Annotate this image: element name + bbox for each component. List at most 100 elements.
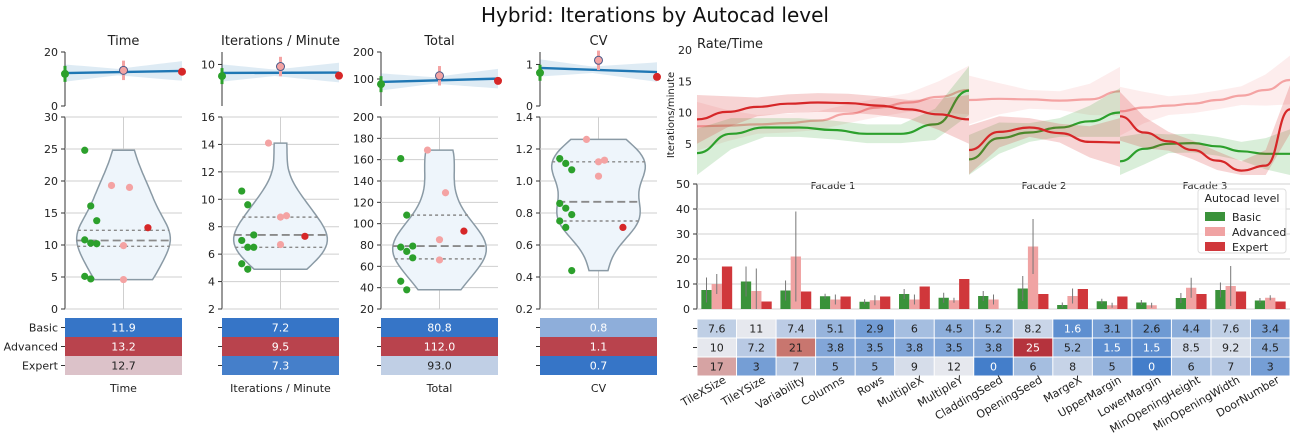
summary-cell [65, 337, 182, 356]
point-basic [562, 159, 570, 167]
heat-cell [934, 338, 974, 357]
point-advanced [264, 139, 273, 147]
point-basic [250, 231, 258, 239]
point-advanced [276, 240, 285, 249]
point-basic [568, 166, 576, 174]
heat-cell-value: 6 [1030, 361, 1037, 374]
point-basic [93, 217, 101, 225]
heat-cell-value: 11 [749, 323, 763, 336]
bar-expert [1275, 301, 1286, 309]
heat-cell [697, 319, 737, 338]
trend-point-advanced [276, 62, 285, 72]
point-advanced [282, 212, 291, 220]
bar-basic [938, 297, 949, 309]
point-basic [81, 146, 89, 154]
point-basic [568, 211, 576, 219]
trend-tick-label: 0 [526, 100, 533, 113]
trend-point-expert [494, 76, 502, 85]
bar-expert [919, 286, 930, 309]
heat-cell-value: 3.1 [1103, 323, 1121, 336]
point-basic [244, 243, 252, 251]
trend-point-basic [377, 80, 385, 89]
point-basic [397, 243, 405, 251]
heat-cell [974, 357, 1013, 376]
violin-tick-label: 160 [353, 154, 374, 167]
trend-tick-label: 0 [51, 100, 58, 113]
violin-tick-label: 0 [51, 303, 58, 316]
heat-cell-value: 7.6 [1222, 323, 1240, 336]
summary-cell [65, 356, 182, 375]
point-advanced [600, 156, 609, 164]
heat-cell [697, 338, 737, 357]
heat-cell-value: 0 [1148, 361, 1155, 374]
panel-title: Time [107, 34, 140, 49]
heat-cell-value: 3.8 [827, 342, 845, 355]
point-basic [87, 202, 95, 210]
heat-cell [737, 319, 776, 338]
heat-cell-value: 3.8 [985, 342, 1003, 355]
heat-cell-value: 7.2 [748, 342, 766, 355]
bar-expert [721, 266, 733, 309]
heat-cell [816, 338, 855, 357]
point-advanced [435, 256, 444, 264]
heat-cell [1211, 319, 1250, 338]
bar-tick-label: 40 [676, 203, 690, 216]
summary-cell-value: 7.2 [272, 322, 290, 335]
point-advanced [107, 181, 116, 190]
bar-expert [1235, 291, 1247, 309]
point-advanced [276, 213, 285, 221]
point-basic [238, 187, 246, 195]
heat-cell [1013, 319, 1053, 338]
violin-tick-label: 1.0 [516, 175, 534, 188]
point-basic [87, 275, 95, 283]
category-label: TileXSize [678, 373, 728, 410]
heat-cell [934, 319, 974, 338]
heat-cell-value: 9.2 [1222, 342, 1240, 355]
point-expert [144, 224, 152, 232]
violin-tick-label: 0.6 [516, 239, 534, 252]
heat-cell-value: 6 [1188, 361, 1195, 374]
heat-cell [1211, 357, 1250, 376]
point-advanced [423, 146, 432, 154]
point-basic [81, 236, 89, 244]
heat-cell [1250, 357, 1290, 376]
summary-cell-value: 112.0 [424, 341, 456, 354]
point-basic [403, 211, 411, 219]
heat-cell [895, 319, 934, 338]
point-basic [409, 254, 417, 262]
bar-tick-label: 10 [676, 278, 690, 291]
heat-cell [816, 319, 855, 338]
rate-time-facet-plot: Rate/Time Iterations/minute 5 10 15 20 Facade … [666, 37, 1291, 192]
heat-cell-value: 6 [911, 323, 918, 336]
heat-cell [776, 357, 816, 376]
violin-tick-label: 40 [360, 282, 374, 295]
heat-cell [1211, 338, 1250, 357]
facet-label: Facade 3 [1183, 181, 1228, 192]
bar-advanced [711, 284, 722, 309]
heat-cell [974, 338, 1013, 357]
summary-cell-value: 12.7 [111, 360, 136, 373]
point-advanced [594, 158, 603, 166]
facet-line-advanced [1119, 78, 1291, 113]
violin-tick-label: 25 [44, 143, 58, 156]
summary-row-label: Advanced [4, 341, 58, 354]
point-basic [397, 155, 405, 163]
panel-x-label: Time [109, 382, 137, 395]
heat-cell [895, 338, 934, 357]
heat-cell-value: 12 [947, 361, 961, 374]
facet-tick-label: 5 [685, 138, 692, 151]
trend-point-advanced [594, 55, 603, 65]
heat-cell-value: 21 [789, 342, 803, 355]
heat-cell [1092, 357, 1132, 376]
heat-cell-value: 4.5 [1261, 342, 1279, 355]
heat-cell [1092, 319, 1132, 338]
facet-band-expert [1120, 85, 1290, 175]
heat-cell [737, 338, 776, 357]
point-advanced [594, 172, 603, 180]
summary-cell-value: 7.3 [272, 360, 290, 373]
bar-expert [1038, 294, 1049, 309]
point-advanced [125, 183, 134, 191]
violin-tick-label: 10 [201, 193, 215, 206]
panel-iterations-minute: Iterations / Minute 10 2 4 6 8 10 12 14 16 7.2 9.5 7… [201, 34, 343, 395]
trend-tick-label: 200 [353, 46, 374, 59]
